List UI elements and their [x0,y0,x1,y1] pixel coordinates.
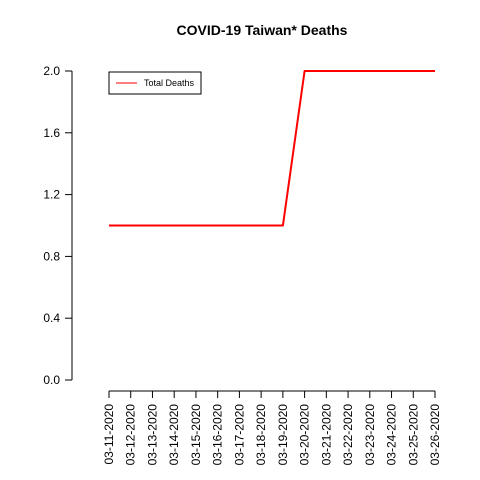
x-tick-label: 03-21-2020 [319,404,333,466]
y-tick-label: 2.0 [43,64,60,78]
x-tick-label: 03-20-2020 [298,404,312,466]
y-tick-label: 1.6 [43,126,60,140]
x-tick-label: 03-19-2020 [276,404,290,466]
legend-label: Total Deaths [144,78,195,88]
series-group [109,70,435,227]
y-tick-label: 0.8 [43,249,60,263]
x-tick-label: 03-15-2020 [189,404,203,466]
x-axis: 03-11-2020 03-12-2020 03-13-2020 03-14-2020… [102,390,442,466]
x-tick-label: 03-26-2020 [428,404,442,466]
x-tick-label: 03-18-2020 [254,404,268,466]
x-tick-label: 03-16-2020 [211,404,225,466]
legend-box [108,71,202,95]
y-tick-label: 1.2 [43,188,60,202]
chart-title: COVID-19 Taiwan* Deaths [177,22,348,38]
x-tick-label: 03-23-2020 [363,404,377,466]
x-tick-label: 03-24-2020 [385,404,399,466]
x-tick-label: 03-14-2020 [167,404,181,466]
series-line-total-deaths [109,70,435,227]
y-tick-label: 0.0 [43,373,60,387]
x-tick-label: 03-11-2020 [102,404,116,465]
x-tick-label: 03-17-2020 [232,404,246,466]
y-axis: 0.0 0.4 0.8 1.2 1.6 2.0 [43,64,73,387]
legend: Total Deaths [108,71,202,95]
x-tick-label: 03-25-2020 [406,404,420,466]
x-tick-label: 03-12-2020 [124,404,138,466]
y-tick-label: 0.4 [43,311,60,325]
x-tick-label: 03-22-2020 [341,404,355,466]
x-tick-label: 03-13-2020 [145,404,159,466]
